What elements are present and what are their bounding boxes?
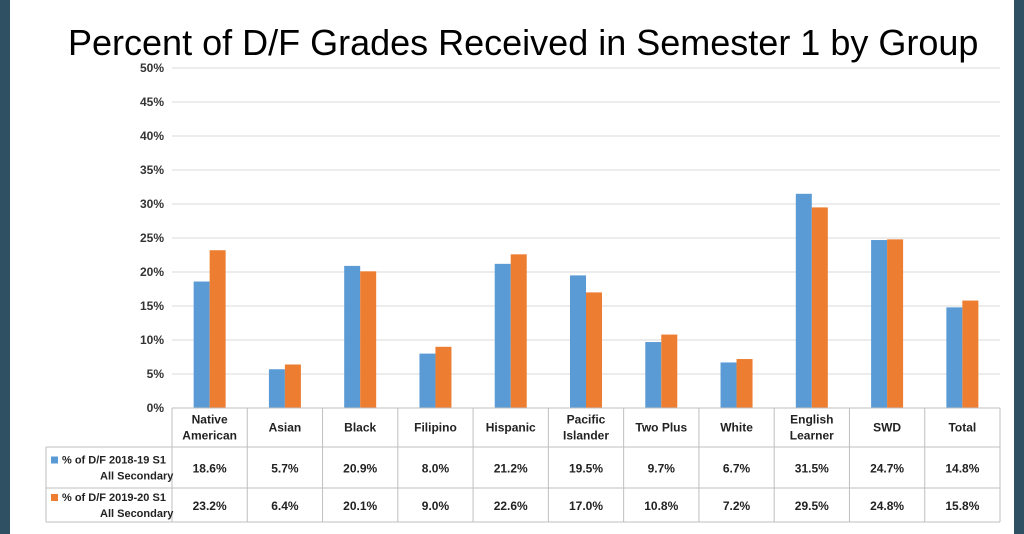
y-tick-label: 40% bbox=[140, 129, 164, 143]
bar-series2-6 bbox=[661, 334, 678, 408]
data-label-series2-9: 24.8% bbox=[870, 499, 904, 513]
bar-series2-10 bbox=[962, 300, 979, 408]
bar-series2-1 bbox=[284, 364, 301, 408]
legend-label-series2: All Secondary bbox=[100, 508, 174, 520]
bars bbox=[193, 193, 979, 408]
bar-series2-0 bbox=[209, 250, 226, 408]
bar-series2-7 bbox=[736, 359, 753, 408]
bar-series1-1 bbox=[268, 369, 285, 408]
category-label: Islander bbox=[563, 429, 609, 443]
category-label: Total bbox=[948, 421, 976, 435]
bar-series2-2 bbox=[360, 271, 377, 408]
legend-label-series2: % of D/F 2019-20 S1 bbox=[62, 492, 166, 504]
data-label-series1-8: 31.5% bbox=[795, 462, 829, 476]
category-label: Learner bbox=[790, 429, 834, 443]
data-label-series1-6: 9.7% bbox=[648, 462, 676, 476]
category-label: Pacific bbox=[567, 413, 606, 427]
y-tick-label: 15% bbox=[140, 299, 164, 313]
data-label-series1-10: 14.8% bbox=[945, 462, 979, 476]
bar-series1-6 bbox=[645, 342, 662, 408]
bar-chart: 0% 5% 10% 15% 20% 25% 30% 35% 40% 45% 50% Native Am… bbox=[45, 61, 1001, 523]
data-table: Native American Asian Black Filipino Hispanic… bbox=[45, 407, 1001, 523]
bar-series1-8 bbox=[795, 193, 812, 408]
bar-series1-4 bbox=[494, 263, 511, 408]
legend-key-series2 bbox=[51, 494, 58, 501]
slide: 0% 5% 10% 15% 20% 25% 30% 35% 40% 45% 50% Native Am… bbox=[10, 0, 1014, 534]
y-tick-label: 5% bbox=[147, 367, 165, 381]
bar-series1-2 bbox=[344, 265, 361, 408]
data-label-series1-7: 6.7% bbox=[723, 462, 751, 476]
legend-label-series1: All Secondary bbox=[100, 471, 174, 483]
y-tick-label: 10% bbox=[140, 333, 164, 347]
bar-series2-8 bbox=[811, 207, 828, 408]
chart-title: Percent of D/F Grades Received in Semest… bbox=[68, 22, 979, 63]
category-label: Native bbox=[192, 413, 228, 427]
data-label-series2-7: 7.2% bbox=[723, 499, 751, 513]
bar-series2-5 bbox=[586, 292, 602, 408]
bar-series2-9 bbox=[887, 239, 904, 408]
bar-series1-3 bbox=[419, 353, 436, 408]
y-tick-label: 45% bbox=[140, 95, 164, 109]
legend-key-series1 bbox=[51, 456, 58, 464]
gridlines bbox=[172, 67, 1000, 409]
data-label-series2-5: 17.0% bbox=[569, 499, 603, 513]
data-label-series2-8: 29.5% bbox=[795, 499, 829, 513]
data-label-series2-4: 22.6% bbox=[494, 499, 528, 513]
data-label-series1-5: 19.5% bbox=[569, 462, 603, 476]
category-label: White bbox=[720, 421, 753, 435]
category-label: Filipino bbox=[414, 421, 457, 435]
data-label-series2-10: 15.8% bbox=[945, 499, 979, 513]
bar-series1-10 bbox=[946, 307, 963, 408]
category-label: SWD bbox=[873, 421, 901, 435]
bar-series1-9 bbox=[871, 240, 888, 408]
category-label: Hispanic bbox=[486, 421, 536, 435]
data-label-series1-3: 8.0% bbox=[422, 462, 450, 476]
data-label-series2-1: 6.4% bbox=[271, 499, 299, 513]
data-label-series1-2: 20.9% bbox=[343, 462, 377, 476]
bar-series2-4 bbox=[510, 254, 527, 408]
data-label-series1-0: 18.6% bbox=[193, 462, 227, 476]
y-tick-label: 0% bbox=[147, 401, 165, 415]
y-tick-label: 25% bbox=[140, 231, 164, 245]
legend-label-series1: % of D/F 2018-19 S1 bbox=[62, 455, 166, 467]
category-label: Two Plus bbox=[635, 421, 687, 435]
y-tick-label: 35% bbox=[140, 163, 164, 177]
y-tick-label: 50% bbox=[140, 61, 164, 75]
y-tick-label: 30% bbox=[140, 197, 164, 211]
data-label-series2-6: 10.8% bbox=[644, 499, 678, 513]
category-label: English bbox=[790, 413, 833, 427]
data-label-series1-4: 21.2% bbox=[494, 462, 528, 476]
bar-series2-3 bbox=[435, 346, 452, 408]
data-label-series2-0: 23.2% bbox=[193, 499, 227, 513]
data-label-series2-2: 20.1% bbox=[343, 499, 377, 513]
data-label-series1-1: 5.7% bbox=[271, 462, 299, 476]
category-label: Black bbox=[344, 421, 376, 435]
y-axis-ticks: 0% 5% 10% 15% 20% 25% 30% 35% 40% 45% 50% bbox=[140, 61, 164, 415]
y-tick-label: 20% bbox=[140, 265, 164, 279]
data-label-series2-3: 9.0% bbox=[422, 499, 450, 513]
data-label-series1-9: 24.7% bbox=[870, 462, 904, 476]
bar-series1-5 bbox=[570, 275, 586, 408]
bar-series1-7 bbox=[720, 362, 737, 408]
category-label: Asian bbox=[269, 421, 302, 435]
bar-series1-0 bbox=[193, 281, 210, 408]
category-label: American bbox=[182, 429, 237, 443]
